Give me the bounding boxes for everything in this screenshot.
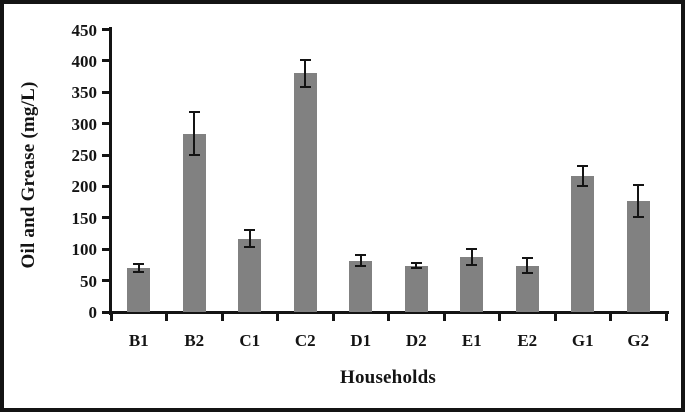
error-bar-B2 bbox=[193, 112, 196, 156]
y-tick-mark bbox=[102, 216, 109, 220]
y-axis-line bbox=[108, 26, 112, 315]
error-bar-top-cap-B1 bbox=[133, 263, 145, 266]
error-bar-E1 bbox=[470, 248, 473, 265]
error-bar-top-cap-B2 bbox=[188, 111, 200, 114]
error-bar-bottom-cap-D1 bbox=[355, 265, 367, 268]
error-bar-top-cap-E1 bbox=[466, 247, 478, 250]
x-tick-mark bbox=[442, 313, 446, 321]
x-tick-mark bbox=[109, 313, 113, 321]
error-bar-bottom-cap-G2 bbox=[632, 216, 644, 219]
error-bar-bottom-cap-B2 bbox=[188, 154, 200, 157]
bar-B2 bbox=[182, 133, 206, 312]
y-tick-label-50: 50 bbox=[80, 271, 97, 291]
y-tick-mark bbox=[102, 279, 109, 283]
x-tick-mark bbox=[331, 313, 335, 321]
y-tick-label-200: 200 bbox=[71, 177, 98, 197]
y-tick-label-300: 300 bbox=[71, 114, 98, 134]
x-axis-title: Households bbox=[340, 367, 436, 388]
error-bar-E2 bbox=[526, 258, 529, 274]
bar-B1 bbox=[127, 268, 151, 312]
error-bar-bottom-cap-D2 bbox=[410, 267, 422, 270]
x-tick-mark bbox=[387, 313, 390, 321]
error-bar-top-cap-C1 bbox=[244, 229, 256, 232]
bar-C1 bbox=[238, 238, 262, 312]
x-tick-mark bbox=[165, 313, 168, 321]
y-tick-mark bbox=[102, 184, 109, 188]
bar-E2 bbox=[515, 265, 539, 312]
y-tick-label-400: 400 bbox=[71, 51, 98, 71]
y-tick-label-150: 150 bbox=[71, 208, 98, 228]
x-tick-label-G2: G2 bbox=[627, 331, 650, 350]
y-tick-mark bbox=[102, 153, 109, 157]
x-tick-mark bbox=[609, 313, 612, 321]
y-tick-mark bbox=[102, 90, 109, 94]
error-bar-bottom-cap-E2 bbox=[521, 272, 533, 275]
y-tick-mark bbox=[102, 122, 109, 126]
error-bar-top-cap-C2 bbox=[299, 58, 311, 61]
error-bar-top-cap-G2 bbox=[632, 183, 644, 186]
error-bar-C1 bbox=[248, 230, 251, 247]
y-tick-label-0: 0 bbox=[88, 303, 98, 322]
error-bar-B1 bbox=[137, 264, 140, 272]
x-tick-label-B2: B2 bbox=[184, 331, 205, 350]
y-tick-mark bbox=[102, 247, 109, 251]
y-tick-mark bbox=[102, 310, 109, 314]
error-bar-C2 bbox=[304, 59, 307, 88]
y-tick-label-450: 450 bbox=[71, 20, 98, 40]
bar-D2 bbox=[404, 265, 428, 312]
y-axis-title: Oil and Grease (mg/L) bbox=[18, 81, 39, 269]
x-tick-label-E1: E1 bbox=[461, 331, 482, 350]
x-tick-mark bbox=[220, 313, 224, 321]
x-tick-label-E2: E2 bbox=[517, 331, 538, 350]
bar-C2 bbox=[293, 73, 317, 312]
plot-area: Oil and Grease (mg/L) Households 0 50 100 1… bbox=[4, 4, 681, 408]
bar-G1 bbox=[571, 175, 595, 312]
x-tick-label-C2: C2 bbox=[294, 331, 316, 350]
y-tick-label-350: 350 bbox=[71, 83, 98, 103]
error-bar-G1 bbox=[581, 165, 584, 186]
error-bar-bottom-cap-C2 bbox=[299, 86, 311, 89]
x-tick-label-G1: G1 bbox=[571, 331, 594, 350]
bar-E1 bbox=[460, 256, 484, 312]
x-tick-label-C1: C1 bbox=[239, 331, 261, 350]
x-tick-label-B1: B1 bbox=[128, 331, 149, 350]
x-tick-label-D2: D2 bbox=[405, 331, 427, 350]
error-bar-G2 bbox=[637, 184, 640, 218]
y-tick-label-100: 100 bbox=[71, 240, 98, 260]
error-bar-D2 bbox=[415, 263, 418, 269]
error-bar-bottom-cap-E1 bbox=[466, 263, 478, 266]
error-bar-bottom-cap-C1 bbox=[244, 245, 256, 248]
x-tick-mark bbox=[553, 313, 557, 321]
error-bar-top-cap-G1 bbox=[577, 164, 589, 167]
x-tick-mark bbox=[664, 313, 668, 321]
y-tick-mark bbox=[102, 59, 109, 63]
error-bar-bottom-cap-G1 bbox=[577, 184, 589, 187]
bar-D1 bbox=[349, 260, 373, 312]
error-bar-D1 bbox=[359, 254, 362, 267]
bar-G2 bbox=[626, 200, 650, 312]
x-tick-mark bbox=[498, 313, 501, 321]
error-bar-top-cap-E2 bbox=[521, 257, 533, 259]
error-bar-top-cap-D2 bbox=[410, 262, 422, 265]
x-tick-label-D1: D1 bbox=[350, 331, 372, 350]
y-tick-label-250: 250 bbox=[71, 146, 98, 166]
x-axis-line bbox=[108, 310, 669, 314]
error-bar-top-cap-D1 bbox=[355, 253, 367, 256]
x-tick-mark bbox=[276, 313, 279, 321]
y-tick-mark bbox=[102, 28, 109, 31]
error-bar-bottom-cap-B1 bbox=[133, 270, 145, 273]
